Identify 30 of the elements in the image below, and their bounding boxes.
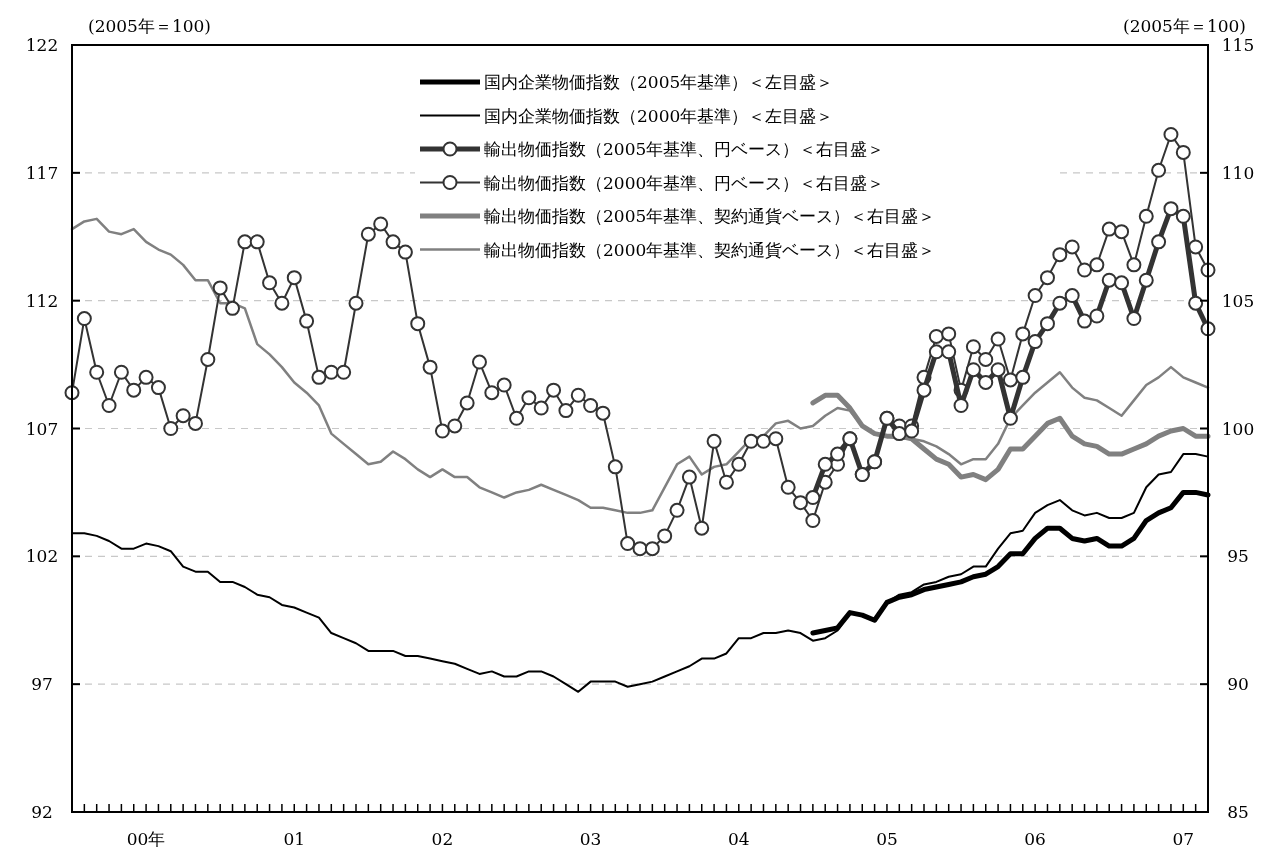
x-tick-label: 07	[1172, 829, 1195, 849]
y-tick-label: 97	[31, 674, 53, 695]
x-tick-label: 05	[876, 829, 898, 849]
legend-label: 輸出物価指数（2005年基準、円ベース）＜右目盛＞	[484, 139, 885, 159]
y2-tick-label: 90	[1227, 674, 1249, 695]
y-tick-label: 122	[25, 35, 59, 55]
y-tick-label: 112	[25, 290, 59, 311]
x-tick-label: 03	[579, 829, 602, 849]
x-tick-label: 01	[283, 829, 306, 849]
y2-tick-label: 95	[1227, 546, 1249, 567]
x-tick-label: 02	[431, 829, 454, 849]
legend-label: 輸出物価指数（2005年基準、契約通貨ベース）＜右目盛＞	[484, 206, 936, 226]
y2-tick-label: 105	[1221, 290, 1255, 311]
y2-tick-label: 100	[1221, 418, 1255, 439]
y-tick-label: 117	[25, 162, 59, 183]
legend-label: 輸出物価指数（2000年基準、契約通貨ベース）＜右目盛＞	[484, 239, 936, 260]
legend-label: 国内企業物価指数（2005年基準）＜左目盛＞	[484, 72, 834, 92]
legend-label: 国内企業物価指数（2000年基準）＜左目盛＞	[484, 105, 834, 126]
y2-tick-label: 110	[1221, 162, 1255, 183]
y2-axis-title: (2005年＝100)	[1123, 16, 1246, 36]
legend-label: 輸出物価指数（2000年基準、円ベース）＜右目盛＞	[484, 172, 885, 193]
y2-tick-label: 115	[1221, 35, 1255, 55]
x-tick-label: 06	[1024, 829, 1046, 849]
x-tick-label: 04	[727, 829, 750, 849]
y-tick-label: 107	[25, 418, 59, 439]
x-tick-label: 00年	[126, 829, 166, 849]
y-axis-title: (2005年＝100)	[88, 16, 211, 36]
y2-tick-label: 85	[1227, 802, 1249, 822]
y-tick-label: 92	[31, 802, 53, 822]
y-tick-label: 102	[25, 546, 59, 567]
